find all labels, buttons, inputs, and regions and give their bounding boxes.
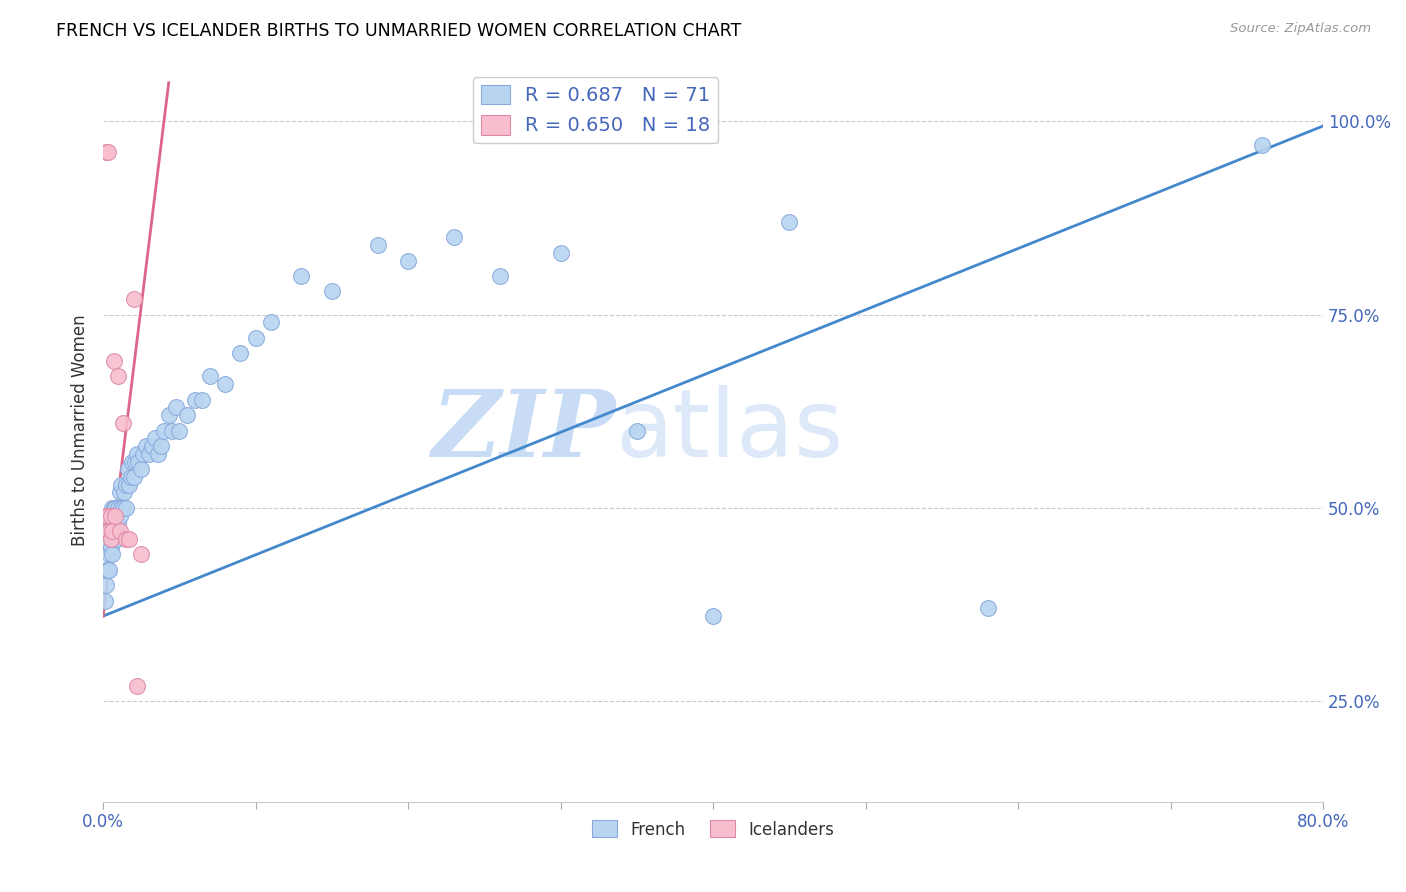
Point (108, 508, 131, 523)
Point (183, 392, 205, 407)
Point (141, 439, 163, 453)
Point (93, 593, 115, 607)
Point (97, 508, 120, 523)
Point (98, 524, 121, 538)
Point (153, 424, 176, 438)
Point (121, 454, 143, 468)
Point (96, 145, 118, 160)
Point (98, 524, 121, 538)
Point (105, 532, 128, 546)
Point (101, 524, 124, 538)
Point (778, 215, 800, 229)
Point (115, 532, 138, 546)
Point (129, 547, 152, 561)
Point (93, 508, 115, 523)
Point (104, 524, 127, 538)
Text: Source: ZipAtlas.com: Source: ZipAtlas.com (1230, 22, 1371, 36)
Point (111, 416, 134, 430)
Point (111, 500, 134, 515)
Point (125, 447, 148, 461)
Point (138, 447, 160, 461)
Point (321, 285, 343, 299)
Point (115, 500, 138, 515)
Point (214, 377, 236, 392)
Point (165, 401, 187, 415)
Point (110, 477, 132, 491)
Point (157, 408, 180, 422)
Point (118, 477, 141, 491)
Point (443, 230, 465, 244)
Point (129, 462, 152, 476)
Point (160, 424, 183, 438)
Point (97, 540, 120, 554)
Text: atlas: atlas (616, 384, 844, 476)
Point (488, 268, 510, 283)
Point (150, 439, 173, 453)
Point (146, 447, 169, 461)
Point (101, 524, 124, 538)
Point (367, 238, 389, 252)
Point (103, 354, 125, 368)
Point (115, 477, 138, 491)
Point (176, 408, 198, 422)
Point (97, 145, 120, 160)
Point (396, 253, 419, 268)
Y-axis label: Births to Unmarried Women: Births to Unmarried Women (72, 315, 89, 547)
Point (110, 500, 132, 515)
Point (104, 508, 127, 523)
Point (118, 532, 141, 546)
Point (97, 563, 120, 577)
Point (107, 369, 129, 384)
Point (191, 392, 214, 407)
Point (550, 245, 572, 260)
Point (127, 454, 149, 468)
Point (98, 547, 121, 561)
Point (626, 424, 648, 438)
Point (132, 447, 155, 461)
Point (100, 532, 122, 546)
Point (702, 609, 724, 624)
Point (104, 500, 127, 515)
Point (101, 500, 124, 515)
Point (96, 563, 118, 577)
Point (229, 346, 252, 360)
Point (122, 470, 145, 484)
Point (114, 485, 136, 500)
Point (100, 508, 122, 523)
Point (143, 431, 166, 445)
Point (124, 454, 146, 468)
Point (117, 462, 139, 476)
Point (103, 532, 125, 546)
Point (125, 679, 148, 693)
Point (96, 578, 118, 592)
Point (135, 439, 157, 453)
Point (108, 524, 131, 538)
Point (108, 485, 131, 500)
Legend: French, Icelanders: French, Icelanders (585, 814, 841, 846)
Point (107, 500, 129, 515)
Point (169, 424, 191, 438)
Point (103, 516, 125, 531)
Point (98, 563, 121, 577)
Point (260, 315, 283, 329)
Text: ZIP: ZIP (432, 385, 616, 475)
Point (101, 547, 124, 561)
Point (1251, 137, 1274, 152)
Point (245, 331, 267, 345)
Point (103, 500, 125, 515)
Point (120, 470, 142, 484)
Point (198, 369, 221, 384)
Point (122, 292, 145, 306)
Point (976, 601, 998, 615)
Point (100, 540, 122, 554)
Text: FRENCH VS ICELANDER BIRTHS TO UNMARRIED WOMEN CORRELATION CHART: FRENCH VS ICELANDER BIRTHS TO UNMARRIED … (56, 22, 741, 40)
Point (100, 516, 122, 531)
Point (290, 268, 312, 283)
Point (107, 516, 129, 531)
Point (105, 516, 128, 531)
